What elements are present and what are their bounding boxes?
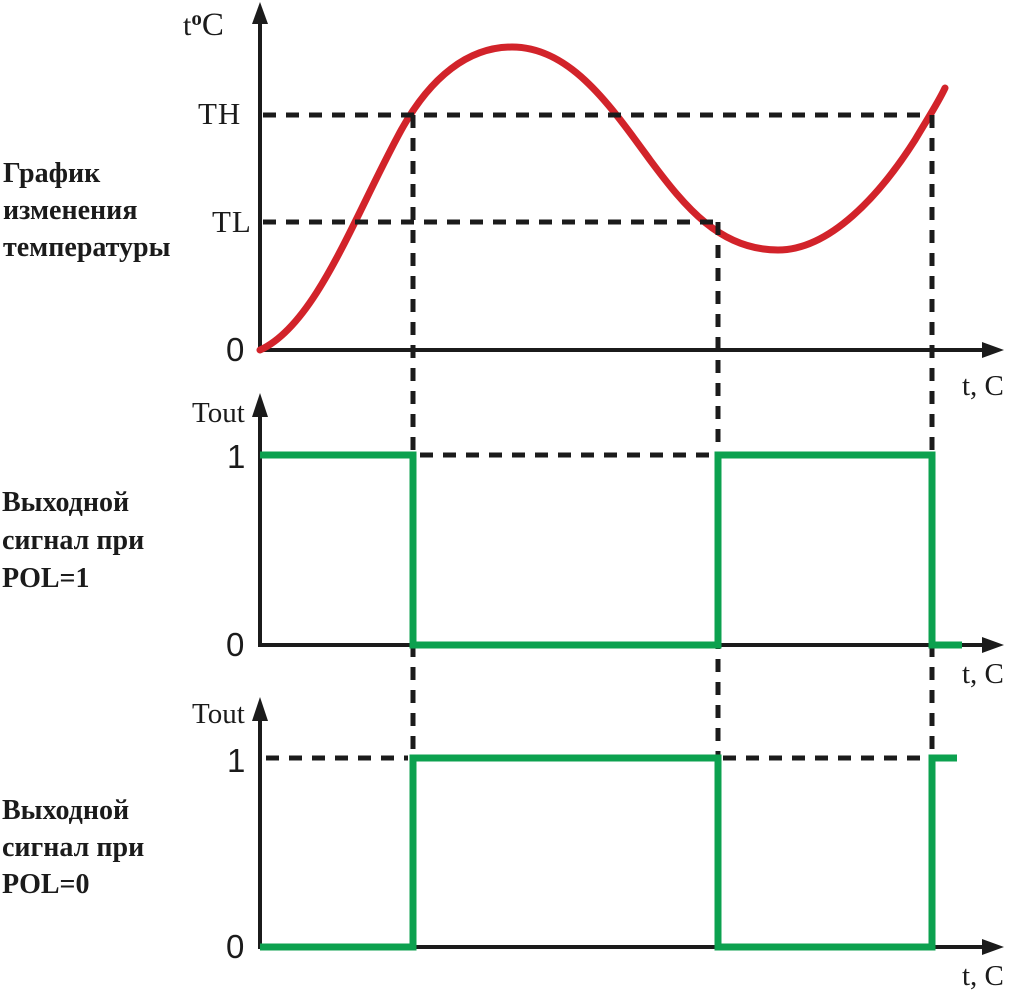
temp-y-arrow-icon xyxy=(252,2,268,24)
pol0-panel-caption: Выходной сигнал при POL=0 xyxy=(2,792,144,903)
tl-threshold-label: TL xyxy=(212,204,252,239)
caption-line: POL=0 xyxy=(2,869,90,900)
temp-x-axis-label: t, C xyxy=(962,370,1004,402)
caption-line: Выходной xyxy=(2,795,130,826)
pol0-y-arrow-icon xyxy=(252,697,268,721)
caption-line: изменения xyxy=(3,195,138,226)
pol1-level0-label: 0 xyxy=(226,626,245,663)
pol1-y-arrow-icon xyxy=(252,393,268,417)
caption-line: сигнал при xyxy=(2,525,145,556)
arrowheads-group xyxy=(252,2,1004,955)
pol0-level1-label: 1 xyxy=(227,742,246,779)
pol1-level1-label: 1 xyxy=(227,438,246,475)
pol0-level0-label: 0 xyxy=(226,928,245,965)
caption-line: График xyxy=(3,158,101,189)
caption-line: Выходной xyxy=(2,487,130,518)
caption-line: POL=1 xyxy=(2,563,90,594)
temp-unit-t: t xyxy=(183,9,192,42)
temperature-curve xyxy=(256,43,949,354)
caption-line: сигнал при xyxy=(2,832,145,863)
guide-lines-group xyxy=(263,112,935,761)
temp-panel-caption: График изменения температуры xyxy=(3,155,170,266)
pol1-x-arrow-icon xyxy=(982,637,1004,653)
th-threshold-label: TH xyxy=(198,96,242,131)
temp-x-arrow-icon xyxy=(982,342,1004,358)
pol0-output-signal xyxy=(260,754,957,951)
temp-unit-degree: o xyxy=(191,6,202,30)
pol0-x-axis-label: t, C xyxy=(962,960,1004,992)
pol1-output-signal xyxy=(260,451,962,649)
pol1-panel-caption: Выходной сигнал при POL=1 xyxy=(2,484,144,598)
axes-group xyxy=(258,20,986,949)
temp-y-axis-label: toC xyxy=(183,6,224,44)
pol0-x-arrow-icon xyxy=(982,939,1004,955)
temp-unit-c: C xyxy=(201,7,224,43)
pol0-y-axis-label: Tout xyxy=(192,698,245,730)
caption-line: температуры xyxy=(3,232,171,263)
pol1-y-axis-label: Tout xyxy=(192,397,245,429)
temp-origin-label: 0 xyxy=(226,331,245,368)
pol1-x-axis-label: t, C xyxy=(962,658,1004,690)
